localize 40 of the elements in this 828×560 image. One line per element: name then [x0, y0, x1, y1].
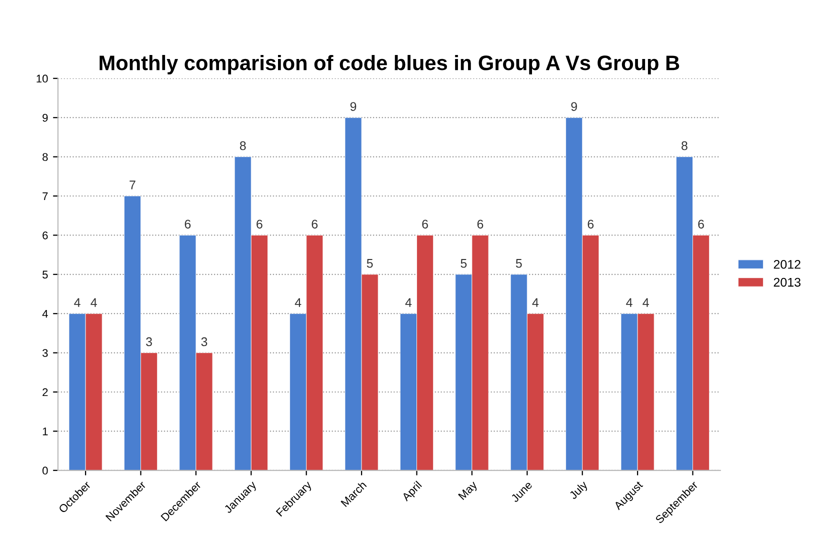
data-label: 4 — [642, 298, 649, 307]
data-label: 6 — [312, 220, 318, 229]
y-tick-label: 9 — [42, 114, 48, 122]
legend-label: 2012 — [774, 260, 800, 269]
data-label: 5 — [460, 259, 467, 268]
chart-title: Monthly comparision of code blues in Group A Vs Group B — [100, 54, 680, 74]
y-tick-label: 6 — [42, 231, 48, 240]
data-label: 9 — [350, 102, 356, 111]
data-label: 6 — [422, 220, 428, 229]
y-tick-label: 7 — [42, 192, 48, 200]
data-label: 4 — [405, 298, 412, 307]
data-label: 6 — [256, 220, 262, 229]
legend-label: 2013 — [774, 278, 800, 287]
y-tick-label: 1 — [42, 428, 48, 436]
data-label: 5 — [516, 259, 522, 268]
y-tick-label: 10 — [36, 74, 48, 83]
data-label: 6 — [588, 220, 594, 229]
data-label: 6 — [184, 220, 191, 229]
x-tick-label: May — [458, 480, 480, 502]
data-label: 4 — [626, 298, 632, 307]
data-label: 3 — [146, 337, 152, 346]
y-tick-label: 8 — [42, 153, 48, 161]
data-label: 8 — [240, 141, 246, 150]
data-label: 4 — [294, 298, 302, 307]
x-tick-label: July — [568, 480, 590, 502]
y-tick-label: 0 — [42, 466, 48, 475]
data-label: 8 — [682, 141, 688, 150]
data-label: 4 — [90, 298, 97, 307]
data-label: 4 — [74, 298, 80, 307]
data-label: 9 — [571, 102, 577, 111]
y-tick-label: 5 — [42, 270, 48, 279]
data-label: 6 — [477, 220, 484, 229]
data-label: 4 — [532, 298, 539, 307]
data-label: 5 — [366, 259, 373, 268]
data-label: 6 — [698, 220, 704, 229]
data-label: 3 — [201, 337, 208, 346]
data-label: 7 — [130, 180, 136, 190]
y-tick-label: 4 — [42, 310, 48, 318]
y-tick-label: 2 — [42, 388, 48, 396]
y-tick-label: 3 — [42, 349, 48, 357]
